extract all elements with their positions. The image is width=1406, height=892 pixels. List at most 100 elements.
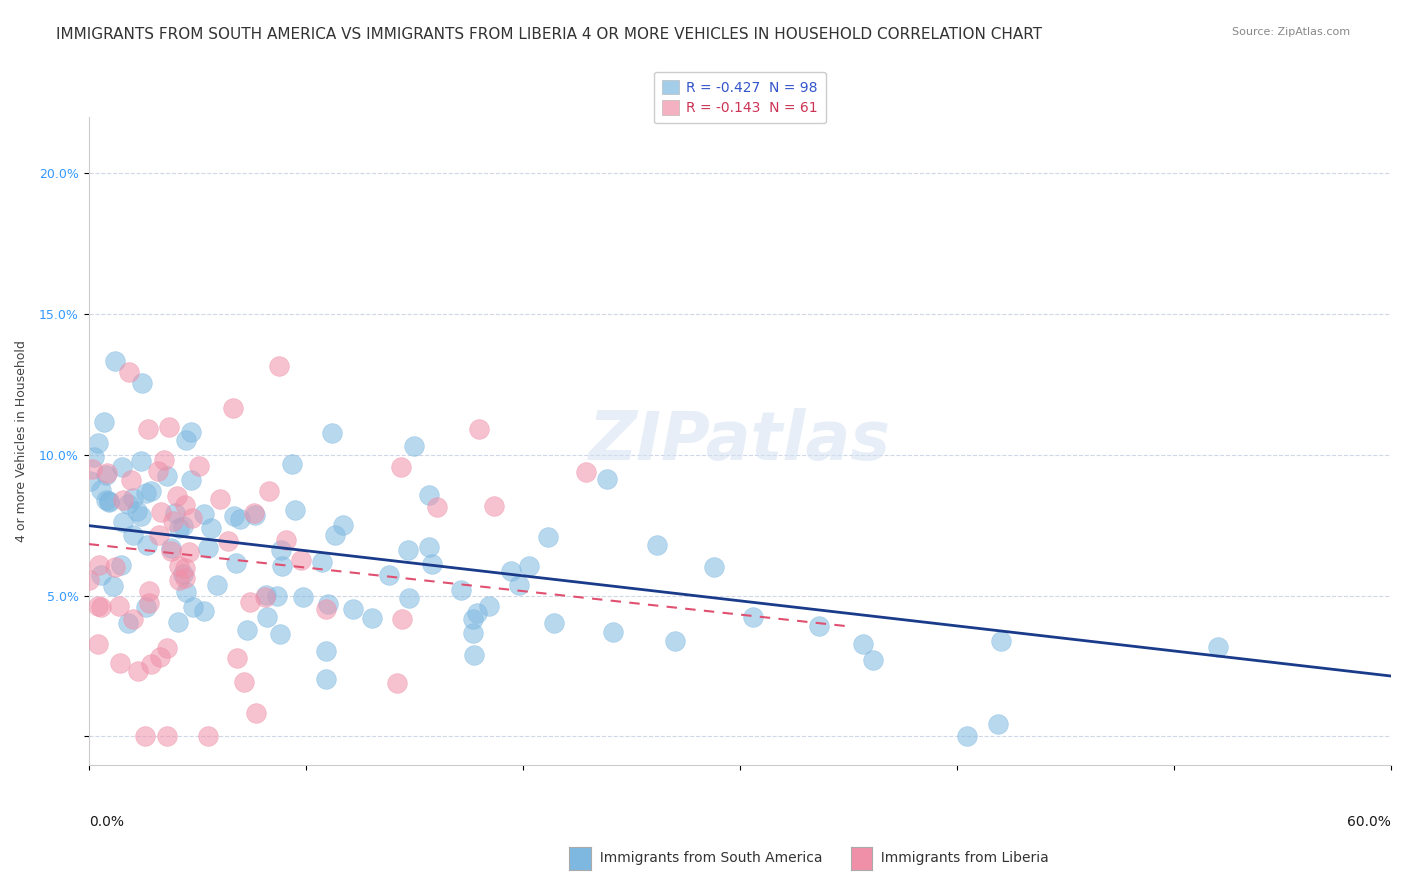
south_america [398, 591, 420, 605]
south_america [323, 528, 346, 542]
south_america [183, 599, 205, 614]
south_america [97, 493, 120, 508]
liberia [188, 458, 211, 473]
south_america [225, 556, 247, 570]
south_america [508, 578, 530, 592]
south_america [741, 610, 763, 624]
south_america [163, 507, 186, 521]
south_america [256, 610, 278, 624]
south_america [172, 567, 194, 582]
south_america [97, 495, 120, 509]
liberia [138, 596, 160, 610]
liberia [575, 465, 598, 479]
south_america [808, 619, 831, 633]
liberia [90, 600, 112, 615]
south_america [110, 558, 132, 572]
liberia [468, 422, 491, 436]
liberia [111, 492, 134, 507]
south_america [254, 588, 277, 602]
south_america [360, 611, 382, 625]
liberia [104, 560, 127, 574]
Text: IMMIGRANTS FROM SOUTH AMERICA VS IMMIGRANTS FROM LIBERIA 4 OR MORE VEHICLES IN H: IMMIGRANTS FROM SOUTH AMERICA VS IMMIGRA… [56, 27, 1042, 42]
south_america [266, 589, 288, 603]
liberia [217, 534, 239, 549]
south_america [79, 474, 101, 488]
south_america [862, 653, 884, 667]
south_america [117, 615, 139, 630]
liberia [391, 611, 413, 625]
south_america [284, 503, 307, 517]
south_america [180, 474, 202, 488]
south_america [197, 541, 219, 556]
south_america [315, 672, 337, 686]
south_america [167, 615, 190, 629]
south_america [595, 472, 617, 486]
liberia [118, 365, 141, 379]
liberia [150, 505, 173, 519]
liberia [389, 459, 412, 474]
south_america [450, 582, 472, 597]
Text: ZIPatlas: ZIPatlas [589, 408, 891, 474]
liberia [136, 421, 159, 435]
south_america [111, 515, 134, 529]
south_america [645, 538, 668, 552]
south_america [463, 648, 485, 662]
south_america [461, 613, 484, 627]
south_america [396, 542, 419, 557]
liberia [120, 473, 142, 487]
liberia [96, 466, 118, 480]
liberia [259, 483, 281, 498]
south_america [537, 530, 560, 544]
south_america [418, 540, 440, 554]
liberia [239, 594, 262, 608]
Text: 60.0%: 60.0% [1347, 815, 1391, 830]
liberia [138, 583, 160, 598]
south_america [139, 484, 162, 499]
south_america [83, 450, 105, 464]
liberia [86, 637, 108, 651]
liberia [290, 553, 312, 567]
liberia [232, 675, 254, 690]
liberia [174, 498, 197, 512]
south_america [270, 543, 292, 558]
south_america [703, 560, 725, 574]
south_america [418, 488, 440, 502]
south_america [342, 602, 364, 616]
liberia [253, 590, 276, 604]
Text: Immigrants from Liberia: Immigrants from Liberia [872, 851, 1049, 865]
south_america [117, 497, 139, 511]
Legend: R = -0.427  N = 98, R = -0.143  N = 61: R = -0.427 N = 98, R = -0.143 N = 61 [654, 71, 825, 123]
liberia [160, 544, 183, 558]
liberia [153, 453, 176, 467]
liberia [141, 657, 163, 672]
liberia [122, 612, 145, 626]
south_america [131, 454, 153, 468]
south_america [205, 577, 228, 591]
liberia [169, 573, 191, 587]
south_america [461, 625, 484, 640]
south_america [96, 493, 118, 508]
south_america [129, 509, 152, 524]
liberia [162, 514, 184, 528]
south_america [180, 425, 202, 439]
south_america [543, 615, 565, 630]
south_america [955, 730, 977, 744]
south_america [990, 633, 1012, 648]
liberia [108, 656, 131, 670]
liberia [149, 650, 172, 665]
south_america [156, 469, 179, 483]
liberia [87, 558, 110, 572]
liberia [166, 489, 188, 503]
south_america [94, 468, 117, 483]
liberia [157, 420, 180, 434]
south_america [315, 644, 337, 658]
liberia [222, 401, 245, 415]
south_america [602, 624, 624, 639]
south_america [332, 518, 354, 533]
south_america [236, 623, 259, 637]
liberia [197, 730, 219, 744]
south_america [1206, 640, 1229, 654]
south_america [167, 521, 190, 535]
liberia [167, 559, 190, 574]
south_america [122, 528, 145, 542]
